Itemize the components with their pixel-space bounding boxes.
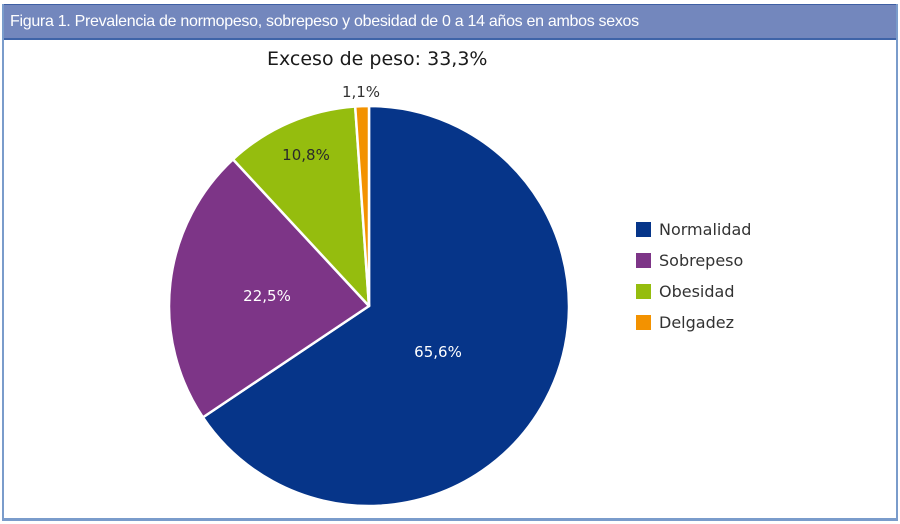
legend-item-normalidad: Normalidad [636,214,751,245]
pie-slices [167,104,571,508]
legend-label: Sobrepeso [659,251,744,270]
legend-label: Delgadez [659,313,734,332]
slice-label-delgadez: 1,1% [342,83,380,101]
legend-swatch-normalidad [636,222,651,237]
slice-label-normalidad: 65,6% [414,343,462,361]
pie-slice-sobrepeso [167,158,371,419]
legend-label: Normalidad [659,220,752,239]
figure-caption: Figura 1. Prevalencia de normopeso, sobr… [10,13,639,30]
legend-label: Obesidad [659,282,735,301]
chart-title: Exceso de peso: 33,3% [267,48,488,70]
figure-header: Figura 1. Prevalencia de normopeso, sobr… [4,4,896,40]
slice-label-obesidad: 10,8% [282,146,330,164]
pie-slice-normalidad [201,104,571,508]
legend-item-delgadez: Delgadez [636,307,751,338]
legend-swatch-obesidad [636,284,651,299]
pie-labels: 65,6% 22,5% 10,8% 1,1% [243,83,462,361]
legend-item-sobrepeso: Sobrepeso [636,245,751,276]
legend-item-obesidad: Obesidad [636,276,751,307]
pie-slice-delgadez [353,104,371,308]
figure-frame: Figura 1. Prevalencia de normopeso, sobr… [2,4,898,521]
pie-slice-obesidad [231,105,371,308]
legend-swatch-delgadez [636,315,651,330]
chart-legend: Normalidad Sobrepeso Obesidad Delgadez [636,214,751,338]
slice-label-sobrepeso: 22,5% [243,287,291,305]
legend-swatch-sobrepeso [636,253,651,268]
